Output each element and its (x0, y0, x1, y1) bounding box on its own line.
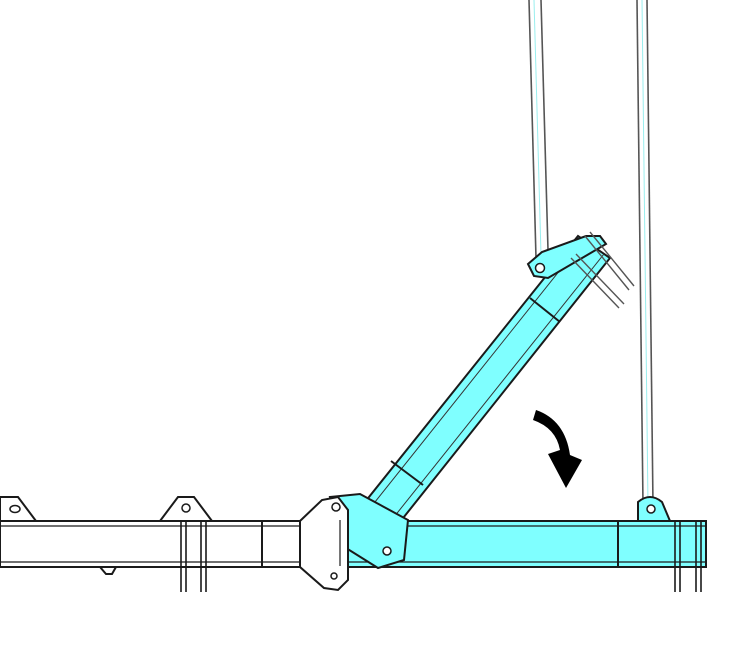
inclined-boom-section (355, 231, 635, 539)
suspension-cables (528, 0, 654, 506)
lug-holes-left (9, 503, 191, 514)
left-boom-section (0, 496, 339, 575)
rotate-down-arrow-icon (533, 410, 582, 488)
right-base-details (646, 504, 702, 592)
left-pins (180, 521, 207, 592)
pivot-joint (299, 492, 410, 592)
